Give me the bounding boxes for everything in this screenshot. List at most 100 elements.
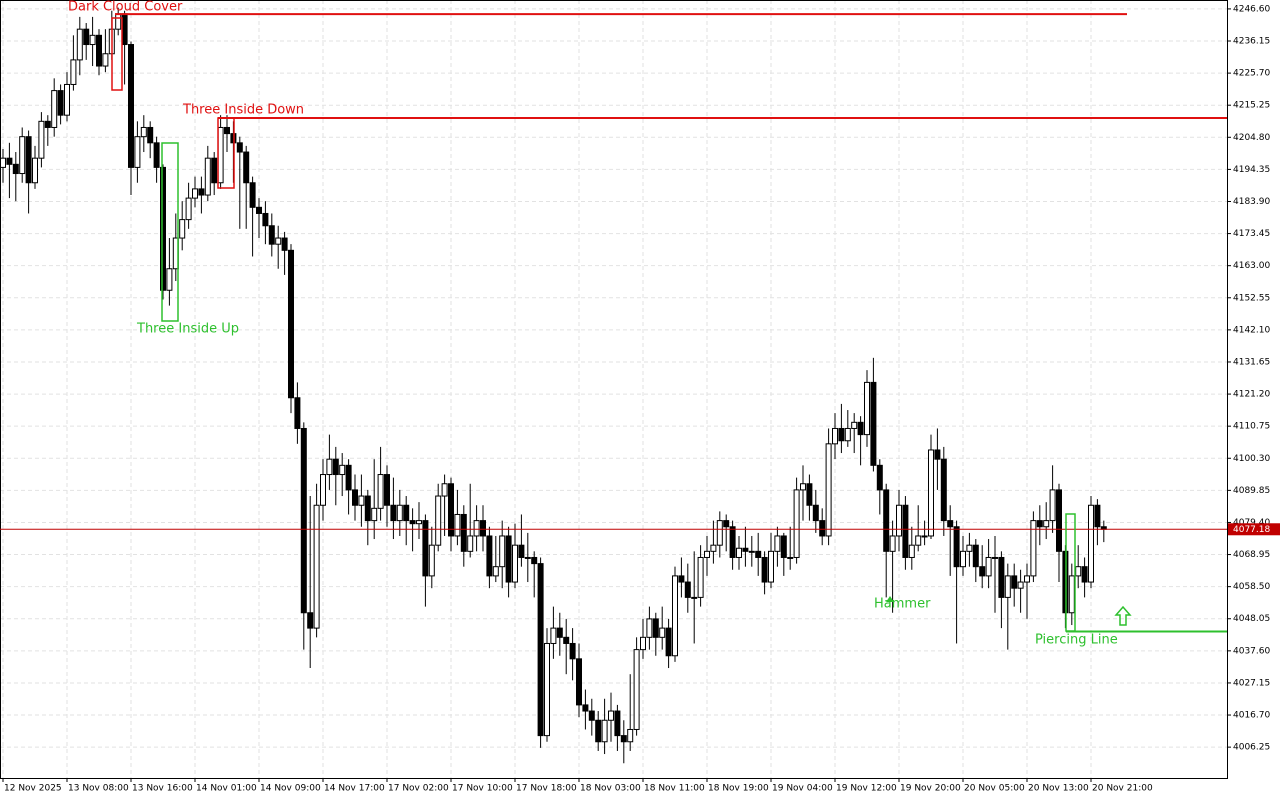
candle-body — [19, 136, 26, 175]
x-tick-label: 20 Nov 21:00 — [1092, 784, 1153, 794]
y-tick-label: 4225.70 — [1233, 69, 1270, 79]
y-tick-label: 4173.45 — [1233, 229, 1270, 239]
candle-body — [825, 443, 832, 537]
y-tick-label: 4236.15 — [1233, 37, 1270, 47]
candle-body — [147, 126, 154, 144]
candle-body — [678, 575, 685, 583]
candle-body — [44, 120, 51, 128]
candle-body — [486, 535, 493, 577]
candle-body — [358, 495, 365, 506]
candle-body — [966, 544, 973, 552]
candle-body — [1075, 566, 1082, 577]
candle-body — [652, 618, 659, 638]
candle-body — [12, 163, 19, 175]
x-tick-label: 18 Nov 11:00 — [644, 784, 705, 794]
y-tick-label: 4110.75 — [1233, 422, 1270, 432]
candle-body — [1094, 504, 1101, 528]
y-tick-label: 4152.55 — [1233, 293, 1270, 303]
x-tick-label: 12 Nov 2025 — [4, 784, 62, 794]
candle-body — [1030, 520, 1037, 577]
candle-body — [185, 197, 192, 221]
candle-body — [1049, 489, 1056, 522]
candle-body — [364, 495, 371, 522]
pattern-label: Dark Cloud Cover — [68, 0, 183, 15]
candle-body — [294, 397, 301, 429]
candle-body — [627, 728, 634, 743]
candle-body — [249, 182, 256, 208]
candle-body — [128, 44, 134, 168]
pattern-label: Three Inside Down — [182, 103, 304, 118]
x-tick-label: 17 Nov 02:00 — [388, 784, 449, 794]
candle-body — [153, 142, 160, 168]
candle-body — [1043, 520, 1050, 528]
candle-body — [838, 427, 845, 442]
x-tick-label: 18 Nov 19:00 — [708, 784, 769, 794]
candle-body — [774, 535, 781, 552]
candle-body — [1081, 566, 1088, 583]
candle-body — [921, 535, 928, 538]
pattern-arrow — [886, 596, 894, 602]
candle-body — [1088, 504, 1094, 583]
y-tick-label: 4246.60 — [1233, 4, 1270, 14]
candle-body — [6, 157, 13, 165]
y-tick-label: 4037.60 — [1233, 646, 1270, 656]
candle-body — [563, 636, 570, 644]
candle-body — [32, 157, 38, 184]
candle-body — [64, 83, 70, 116]
candle-body — [409, 520, 416, 525]
candle-body — [236, 142, 243, 153]
candle-body — [25, 136, 32, 184]
candle-body — [947, 520, 954, 528]
candle-body — [345, 464, 352, 491]
x-tick-label: 14 Nov 17:00 — [324, 784, 385, 794]
candle-body — [454, 513, 461, 537]
candle-body — [102, 53, 109, 67]
x-tick-label: 19 Nov 12:00 — [836, 784, 897, 794]
pattern-label: Hammer — [874, 597, 931, 612]
candle-body — [883, 489, 890, 552]
candle-body — [716, 520, 723, 546]
candle-body — [928, 449, 934, 537]
candle-body — [166, 268, 173, 291]
candle-body — [896, 504, 902, 537]
candle-body — [620, 735, 627, 743]
y-tick-label: 4204.80 — [1233, 133, 1270, 143]
x-tick-label: 20 Nov 05:00 — [964, 784, 1025, 794]
candle-body — [608, 710, 614, 721]
candle-body — [428, 544, 435, 577]
x-tick-label: 13 Nov 16:00 — [132, 784, 193, 794]
y-tick-label: 4121.20 — [1233, 390, 1270, 400]
candle-body — [435, 495, 442, 546]
y-tick-label: 4079.40 — [1233, 518, 1270, 528]
candle-body — [313, 504, 320, 629]
candle-body — [569, 642, 576, 660]
candle-body — [1068, 575, 1075, 614]
candle-body — [1011, 575, 1018, 589]
candle-body — [524, 556, 531, 559]
candle-body — [38, 120, 45, 159]
candle-body — [729, 526, 736, 558]
candle-body — [588, 710, 595, 721]
candle-body — [83, 28, 90, 46]
candle-body — [857, 421, 864, 436]
candle-body — [416, 520, 422, 525]
candle-body — [70, 59, 77, 85]
candle-body — [972, 544, 979, 568]
candle-body — [1004, 575, 1011, 598]
candle-body — [736, 547, 742, 558]
candle-body — [704, 550, 710, 558]
candle-body — [224, 126, 230, 135]
y-tick-label: 4068.95 — [1233, 550, 1270, 560]
candle-body — [1056, 489, 1062, 552]
candle-body — [953, 526, 960, 568]
candle-body — [595, 719, 602, 743]
candle-body — [800, 483, 806, 491]
candle-body — [339, 464, 346, 476]
candle-body — [780, 535, 787, 558]
candle-body — [204, 157, 211, 196]
last-price-label: 4077.18 — [1233, 525, 1270, 535]
candle-body — [467, 535, 474, 552]
candle-body — [1024, 575, 1030, 583]
candle-body — [377, 474, 384, 509]
